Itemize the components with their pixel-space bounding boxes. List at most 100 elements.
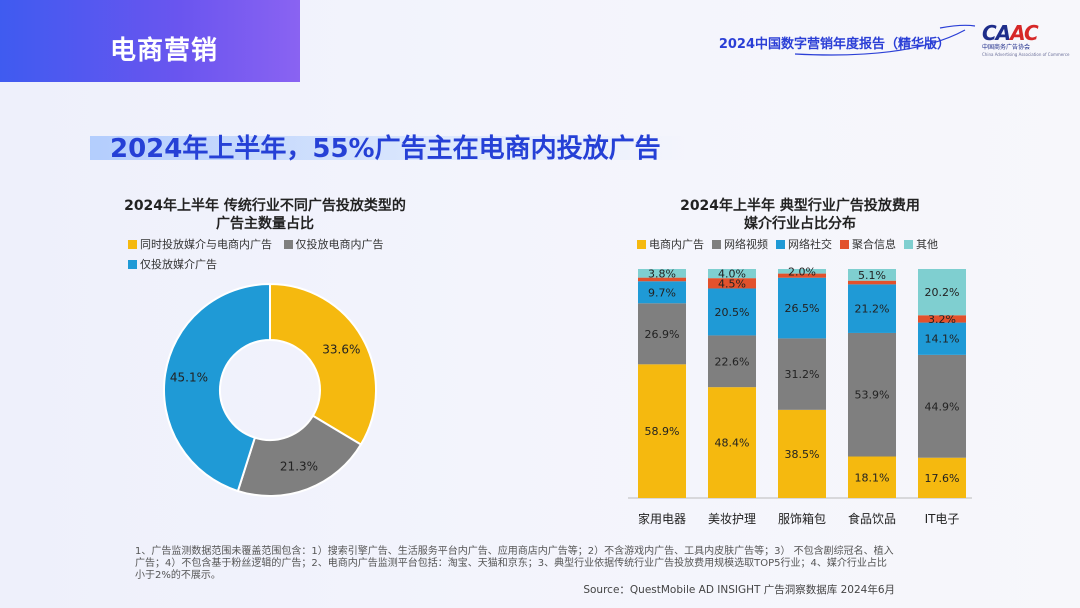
bar-segment <box>918 322 966 355</box>
bar-segment <box>848 284 896 333</box>
logo-subtitle-en: China Advertising Association of Commerc… <box>982 52 1070 57</box>
category-label: 美妆护理 <box>708 512 756 526</box>
bar-segment-label: 14.1% <box>925 333 960 346</box>
legend-label: 电商内广告 <box>649 238 704 251</box>
bar-segment <box>708 278 756 289</box>
report-title-swoosh <box>794 24 976 56</box>
legend-label: 聚合信息 <box>852 238 896 251</box>
bar-segment <box>638 281 686 304</box>
bar-segment <box>638 269 686 278</box>
bar-segment-label: 20.5% <box>715 306 750 319</box>
bar-segment <box>778 273 826 278</box>
legend-item: 电商内广告 <box>637 236 704 252</box>
legend-swatch <box>128 259 137 269</box>
logo-mark-part2: AC <box>1010 21 1039 45</box>
bar-legend: 电商内广告 网络视频 网络社交 聚合信息 其他 <box>637 236 987 252</box>
bar-segment-label: 26.9% <box>645 328 680 341</box>
donut-legend: 同时投放媒介与电商内广告 仅投放电商内广告 仅投放媒介广告 <box>128 236 428 272</box>
donut-slice <box>269 282 377 446</box>
legend-label: 仅投放电商内广告 <box>295 238 384 251</box>
bar-segment <box>918 315 966 323</box>
bar-segment-label: 3.2% <box>928 313 956 326</box>
bar-segment-label: 4.5% <box>718 277 746 290</box>
legend-label: 同时投放媒介与电商内广告 <box>140 238 272 251</box>
bar-segment <box>638 277 686 282</box>
bar-segment <box>848 280 896 285</box>
legend-label: 网络社交 <box>788 238 832 251</box>
bar-title-line2: 媒介行业占比分布 <box>744 216 856 232</box>
category-label: IT电子 <box>925 512 960 526</box>
donut-slice <box>163 282 271 493</box>
donut-slice-label: 21.3% <box>280 460 318 474</box>
donut-title-line2: 广告主数量占比 <box>216 216 314 232</box>
bar-segment-label: 18.1% <box>855 471 890 484</box>
legend-item: 其他 <box>904 236 938 252</box>
bar-segment <box>778 277 826 339</box>
legend-swatch <box>904 239 913 249</box>
section-label: 电商营销 <box>110 36 219 66</box>
bar-segment <box>848 332 896 457</box>
bar-segment <box>848 269 896 281</box>
source-note: Source：QuestMobile AD INSIGHT 广告洞察数据库 20… <box>583 584 895 596</box>
legend-swatch <box>283 239 293 249</box>
bar-segment-label: 4.0% <box>718 268 746 281</box>
bar-segment-label: 58.9% <box>645 425 680 438</box>
bar-segment-label: 5.1% <box>858 269 886 282</box>
donut-chart-title: 2024年上半年 传统行业不同广告投放类型的 广告主数量占比 <box>95 197 435 233</box>
legend-swatch <box>776 239 785 249</box>
bar-segment-label: 31.2% <box>785 368 820 381</box>
bar-segment <box>708 288 756 336</box>
bar-chart-title: 2024年上半年 典型行业广告投放费用 媒介行业占比分布 <box>620 197 980 233</box>
legend-item-both: 同时投放媒介与电商内广告 <box>128 236 272 252</box>
bar-segment <box>918 354 966 458</box>
category-label: 服饰箱包 <box>778 511 826 526</box>
legend-item-media: 仅投放媒介广告 <box>128 256 217 272</box>
bar-segment-label: 20.2% <box>925 286 960 299</box>
legend-item: 聚合信息 <box>840 236 896 252</box>
bar-segment <box>848 456 896 498</box>
headline-highlight <box>90 136 690 160</box>
stacked-bar-chart: 58.9% 26.9% 9.7% 3.8% 家用电器 48.4% 22.6% 20.5% 4.5… <box>628 265 972 526</box>
donut-title-line1: 2024年上半年 传统行业不同广告投放类型的 <box>124 198 406 214</box>
legend-swatch <box>712 239 721 249</box>
logo-mark-part1: CA <box>982 21 1011 45</box>
bar-segment-label: 53.9% <box>855 389 890 402</box>
bar-segment <box>918 269 966 316</box>
bar-segment <box>708 269 756 279</box>
bar-segment-label: 2.0% <box>788 265 816 278</box>
donut-slice-label: 33.6% <box>322 343 360 357</box>
bar-segment-label: 38.5% <box>785 448 820 461</box>
bar-segment-label: 3.8% <box>648 267 676 280</box>
bar-segment-label: 26.5% <box>785 302 820 315</box>
legend-swatch <box>840 239 849 249</box>
legend-label: 网络视频 <box>724 238 768 251</box>
bar-segment <box>708 335 756 388</box>
donut-chart: 33.6% 21.3% 45.1% <box>163 282 377 497</box>
category-label: 食品饮品 <box>848 511 896 526</box>
bar-segment <box>638 364 686 498</box>
bar-segment <box>778 409 826 498</box>
bar-segment-label: 44.9% <box>925 400 960 413</box>
bar-segment <box>778 269 826 274</box>
legend-swatch <box>637 239 646 249</box>
bar-segment-label: 22.6% <box>715 355 750 368</box>
page-headline: 2024年上半年，55%广告主在电商内投放广告 <box>110 134 661 164</box>
category-label: 家用电器 <box>638 511 686 526</box>
bar-segment-label: 48.4% <box>715 437 750 450</box>
legend-label: 仅投放媒介广告 <box>140 258 217 271</box>
footnote: 1、广告监测数据范围未覆盖范围包含：1）搜索引擎广告、生活服务平台内广告、应用商… <box>135 546 894 581</box>
donut-slice-label: 45.1% <box>170 370 208 384</box>
bar-segment-label: 9.7% <box>648 286 676 299</box>
bar-segment-label: 21.2% <box>855 303 890 316</box>
logo-subtitle: 中国商务广告协会 <box>982 44 1031 51</box>
bar-segment <box>638 303 686 365</box>
donut-slice <box>236 414 363 497</box>
section-tab: 电商营销 <box>0 0 300 82</box>
legend-item: 网络视频 <box>712 236 768 252</box>
bar-segment <box>918 457 966 498</box>
bar-segment-label: 17.6% <box>925 472 960 485</box>
report-title: 2024中国数字营销年度报告（精华版） <box>718 37 950 52</box>
legend-swatch <box>128 239 137 249</box>
caac-logo: CAAC 中国商务广告协会 China Advertising Associat… <box>982 21 1070 62</box>
legend-label: 其他 <box>916 238 938 251</box>
